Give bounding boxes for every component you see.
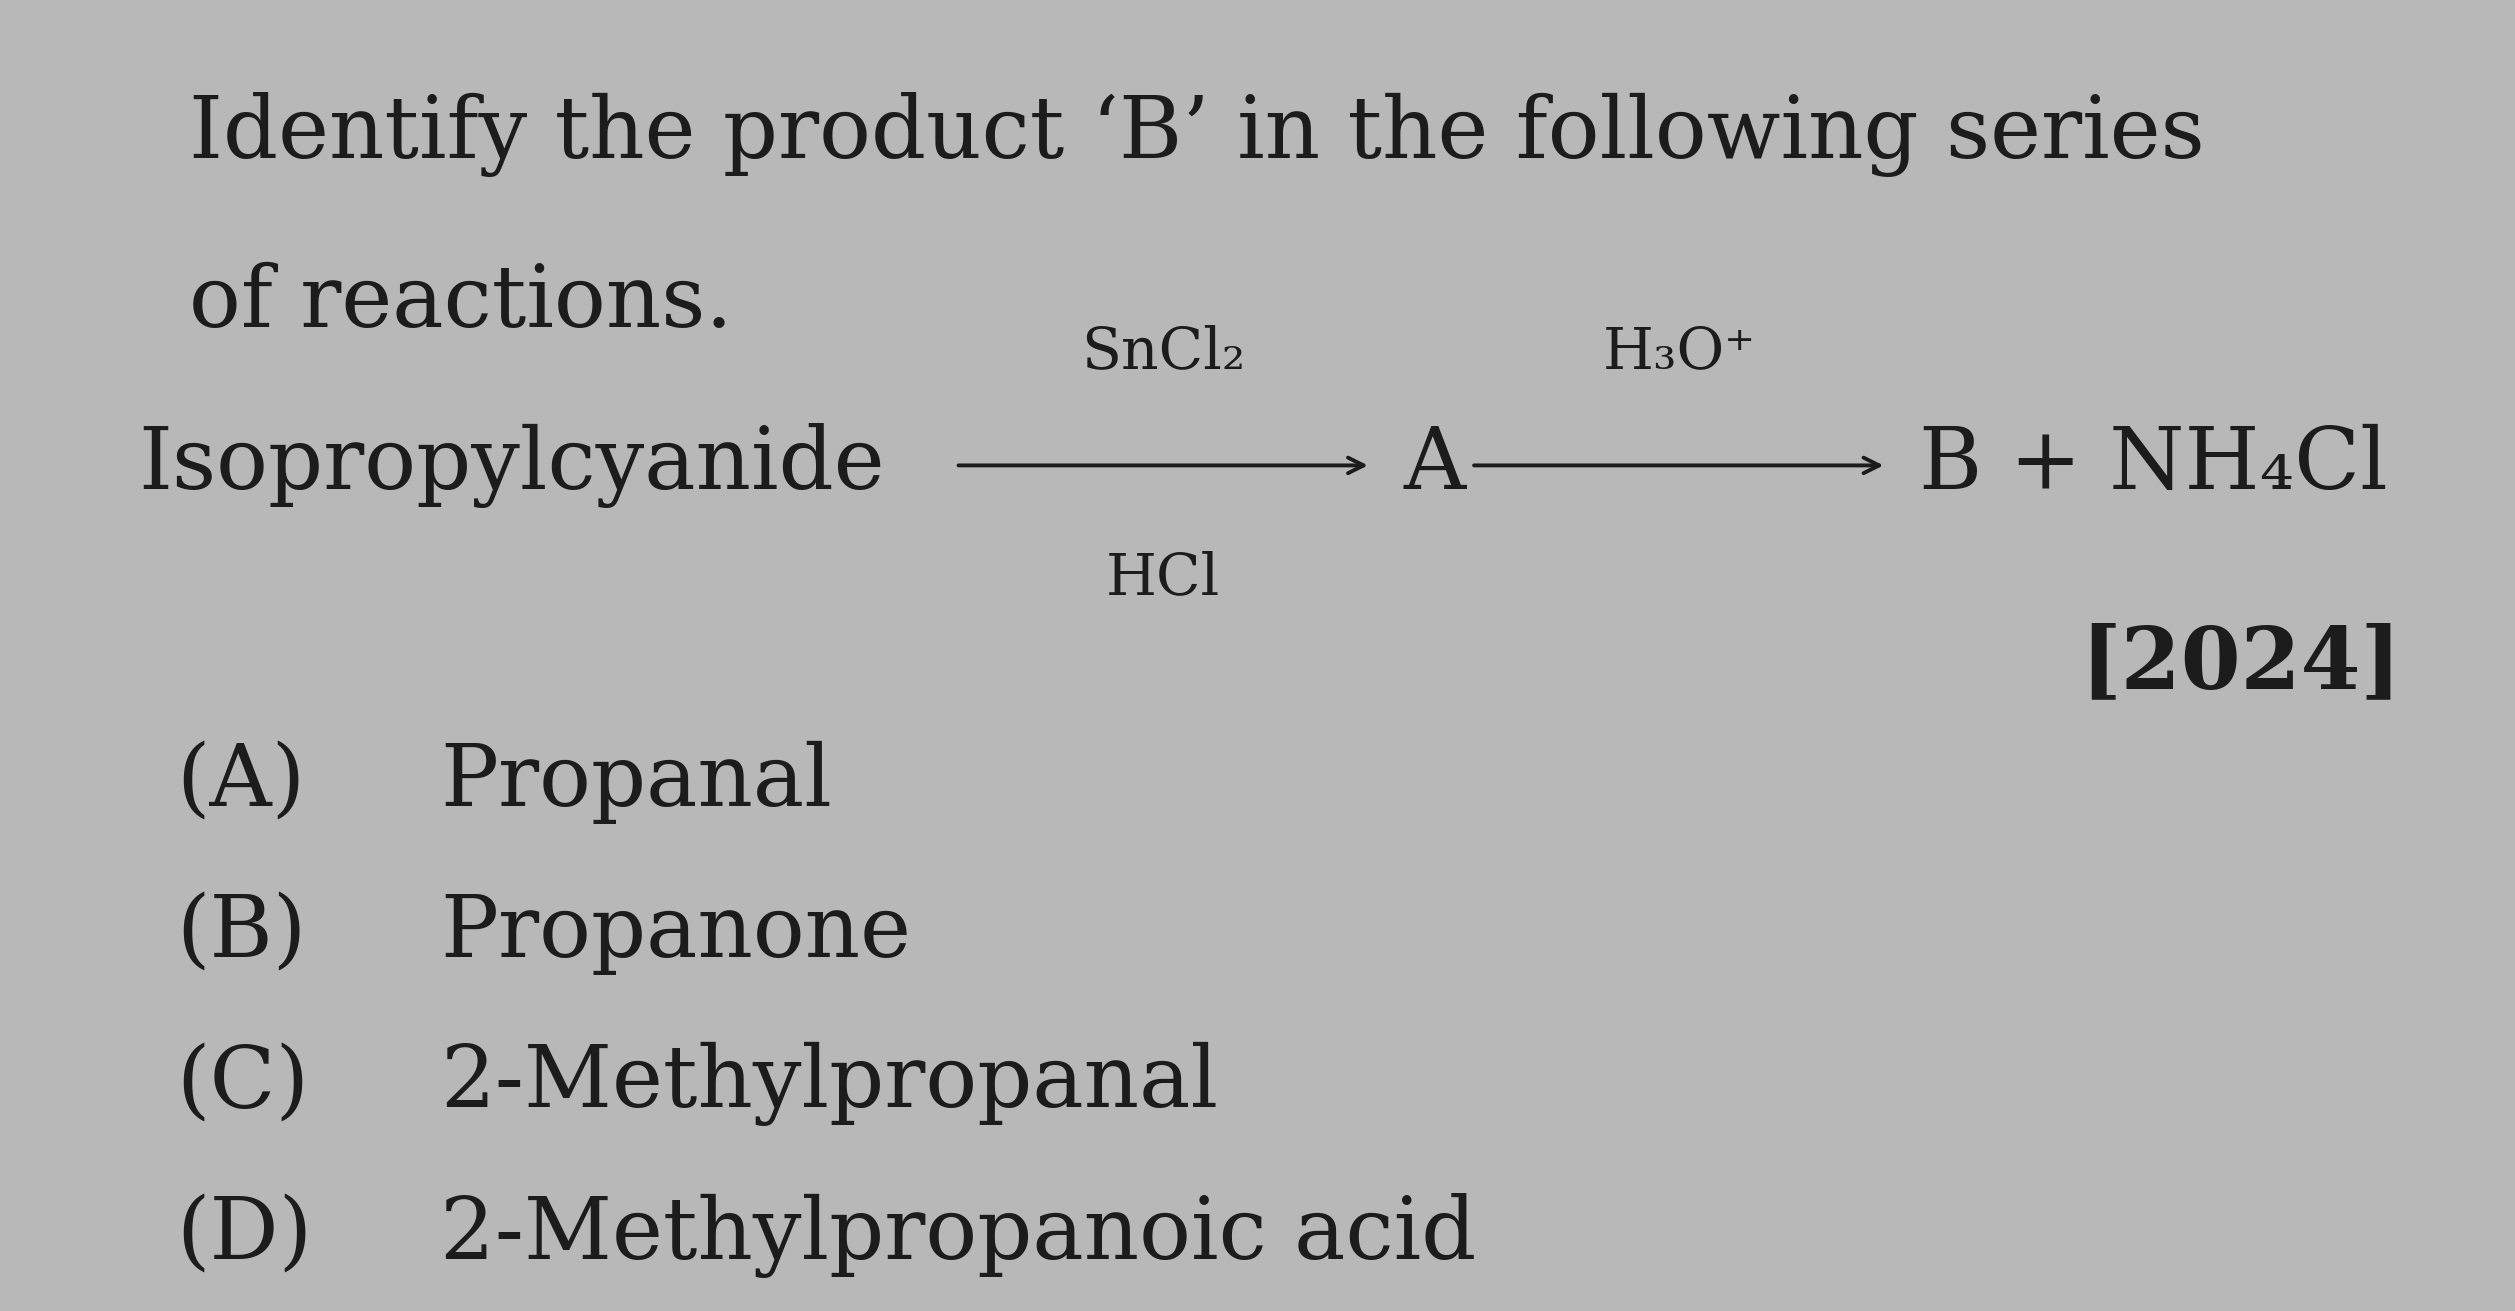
Text: SnCl₂: SnCl₂	[1081, 324, 1245, 380]
Text: A: A	[1403, 423, 1466, 507]
Text: Propanal: Propanal	[440, 741, 832, 823]
Text: (B): (B)	[176, 891, 307, 974]
Text: H₃O⁺: H₃O⁺	[1602, 324, 1755, 380]
Text: Identify the product ‘B’ in the following series: Identify the product ‘B’ in the followin…	[189, 92, 2203, 177]
Text: of reactions.: of reactions.	[189, 262, 732, 345]
Text: (D): (D)	[176, 1193, 312, 1276]
Text: Propanone: Propanone	[440, 891, 910, 974]
Text: Isopropylcyanide: Isopropylcyanide	[138, 423, 885, 507]
Text: (A): (A)	[176, 741, 304, 823]
Text: 2-Methylpropanoic acid: 2-Methylpropanoic acid	[440, 1193, 1476, 1278]
Text: B + NH₄Cl: B + NH₄Cl	[1919, 423, 2387, 507]
Text: (C): (C)	[176, 1042, 309, 1125]
Text: HCl: HCl	[1107, 551, 1220, 607]
Text: 2-Methylpropanal: 2-Methylpropanal	[440, 1042, 1217, 1126]
Text: [2024]: [2024]	[2080, 623, 2402, 707]
